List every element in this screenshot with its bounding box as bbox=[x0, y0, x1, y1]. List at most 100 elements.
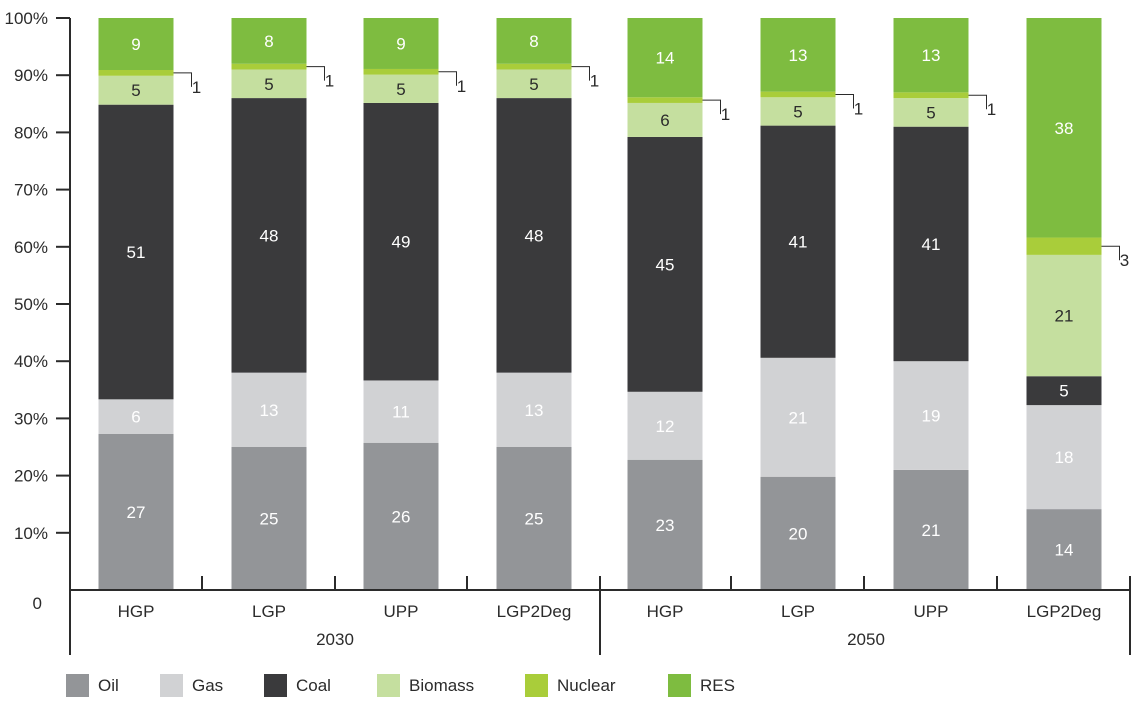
callout-label-nuclear: 1 bbox=[721, 105, 730, 124]
bar-segment-nuclear bbox=[1026, 237, 1102, 255]
bar-segment-gas bbox=[231, 372, 307, 447]
callout-line bbox=[702, 99, 721, 115]
x-category-label: UPP bbox=[384, 602, 419, 621]
y-tick-label: 0 bbox=[33, 594, 42, 613]
data-label-gas: 11 bbox=[392, 403, 410, 422]
data-label-res: 9 bbox=[131, 35, 140, 54]
bar-segment-nuclear bbox=[231, 63, 307, 70]
callout-label-nuclear: 1 bbox=[192, 78, 201, 97]
bar-segment-res bbox=[98, 18, 174, 70]
y-tick-label: 30% bbox=[14, 409, 48, 428]
legend: Oil Gas Coal Biomass Nuclear RES bbox=[66, 674, 735, 697]
callout-label-nuclear: 1 bbox=[854, 99, 863, 118]
x-category-label: LGP bbox=[252, 602, 286, 621]
bar-segment-res bbox=[1026, 18, 1102, 238]
bar-segment-biomass bbox=[231, 69, 307, 99]
data-label-res: 8 bbox=[264, 32, 273, 51]
callout-label-nuclear: 1 bbox=[590, 72, 599, 91]
bar-segment-biomass bbox=[893, 98, 969, 127]
data-label-gas: 13 bbox=[260, 401, 279, 420]
bar-segment-oil bbox=[363, 442, 439, 590]
data-label-biomass: 21 bbox=[1055, 307, 1074, 326]
data-label-oil: 14 bbox=[1055, 541, 1074, 560]
callout-line bbox=[571, 66, 590, 81]
data-label-coal: 48 bbox=[525, 226, 544, 245]
legend-label-biomass: Biomass bbox=[409, 676, 474, 695]
bar-segment-gas bbox=[760, 357, 836, 477]
data-label-biomass: 5 bbox=[793, 102, 802, 121]
data-label-oil: 21 bbox=[922, 521, 941, 540]
bar-segment-coal bbox=[98, 104, 174, 400]
data-label-res: 9 bbox=[396, 34, 405, 53]
bar-segment-res bbox=[363, 18, 439, 69]
data-label-oil: 20 bbox=[789, 524, 808, 543]
legend-label-res: RES bbox=[700, 676, 735, 695]
data-label-res: 14 bbox=[656, 49, 675, 68]
legend-swatch-gas bbox=[160, 674, 183, 697]
bar-segment-res bbox=[760, 18, 836, 92]
data-label-oil: 27 bbox=[127, 503, 146, 522]
bar-segment-oil bbox=[627, 459, 703, 590]
bar-segment-gas bbox=[893, 361, 969, 470]
y-tick-label: 10% bbox=[14, 524, 48, 543]
data-label-biomass: 5 bbox=[926, 103, 935, 122]
bar-segment-biomass bbox=[760, 97, 836, 126]
data-label-oil: 25 bbox=[525, 510, 544, 529]
y-tick-label: 60% bbox=[14, 238, 48, 257]
x-category-label: HGP bbox=[647, 602, 684, 621]
data-label-biomass: 5 bbox=[131, 81, 140, 100]
data-label-gas: 13 bbox=[525, 401, 544, 420]
x-category-label: LGP2Deg bbox=[497, 602, 572, 621]
callout-label-nuclear: 1 bbox=[325, 72, 334, 91]
data-label-coal: 49 bbox=[392, 233, 411, 252]
data-label-coal: 41 bbox=[922, 235, 941, 254]
legend-label-coal: Coal bbox=[296, 676, 331, 695]
legend-label-nuclear: Nuclear bbox=[557, 676, 616, 695]
x-group-label: 2030 bbox=[316, 630, 354, 649]
legend-swatch-nuclear bbox=[525, 674, 548, 697]
bar-segment-oil bbox=[98, 434, 174, 590]
data-label-res: 8 bbox=[529, 32, 538, 51]
bar-segment-biomass bbox=[363, 74, 439, 103]
bar-segment-coal bbox=[627, 136, 703, 392]
data-label-res: 38 bbox=[1055, 119, 1074, 138]
bar-segment-biomass bbox=[1026, 254, 1102, 377]
data-label-oil: 25 bbox=[260, 510, 279, 529]
bar-segment-coal bbox=[760, 125, 836, 358]
legend-swatch-coal bbox=[264, 674, 287, 697]
callouts-layer: 1 1 1 1 1 1 1 3 bbox=[173, 66, 1129, 270]
bar-segment-res bbox=[627, 18, 703, 98]
bar-segment-nuclear bbox=[760, 91, 836, 98]
legend-swatch-oil bbox=[66, 674, 89, 697]
bar-segment-gas bbox=[1026, 405, 1102, 510]
bar-segment-biomass bbox=[496, 69, 572, 99]
legend-label-gas: Gas bbox=[192, 676, 223, 695]
y-tick-label: 90% bbox=[14, 66, 48, 85]
data-label-gas: 18 bbox=[1055, 448, 1074, 467]
y-tick-label: 80% bbox=[14, 123, 48, 142]
x-category-label: LGP bbox=[781, 602, 815, 621]
bar-segment-gas bbox=[496, 372, 572, 447]
bar-segment-biomass bbox=[98, 75, 174, 105]
bars-layer: 2765159251348582611495925134858231245614… bbox=[98, 18, 1102, 590]
bar-segment-oil bbox=[1026, 509, 1102, 590]
y-tick-label: 70% bbox=[14, 181, 48, 200]
callout-line bbox=[968, 94, 987, 110]
data-label-oil: 26 bbox=[392, 507, 411, 526]
data-label-coal: 48 bbox=[260, 226, 279, 245]
x-category-label: UPP bbox=[914, 602, 949, 621]
x-category-label: HGP bbox=[118, 602, 155, 621]
data-label-coal: 41 bbox=[789, 233, 808, 252]
data-label-gas: 19 bbox=[922, 407, 941, 426]
bar-segment-oil bbox=[231, 447, 307, 590]
data-label-res: 13 bbox=[922, 46, 941, 65]
bar-segment-nuclear bbox=[893, 92, 969, 99]
legend-label-oil: Oil bbox=[98, 676, 119, 695]
data-label-res: 13 bbox=[789, 46, 808, 65]
data-label-gas: 12 bbox=[656, 417, 675, 436]
data-label-coal: 5 bbox=[1059, 382, 1068, 401]
bar-segment-res bbox=[496, 18, 572, 64]
bar-segment-gas bbox=[363, 380, 439, 443]
bar-segment-nuclear bbox=[363, 68, 439, 75]
